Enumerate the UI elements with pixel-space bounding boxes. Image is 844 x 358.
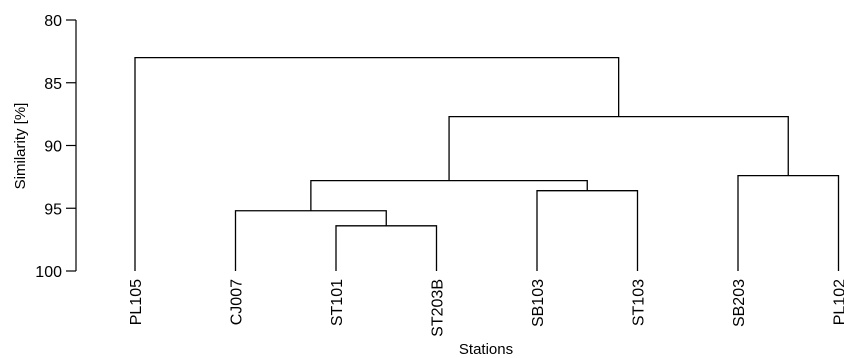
y-ticks: 80 85 90 95 100 [35, 13, 76, 281]
y-tick-label-85: 85 [44, 76, 62, 93]
y-tick-label-90: 90 [44, 139, 62, 156]
leaf-label-st203b: ST203B [430, 279, 447, 337]
dendrogram-tree [134, 57, 840, 271]
leaf-label-sb103: SB103 [530, 279, 547, 327]
y-axis-title: Similarity [%] [12, 103, 29, 190]
leaf-label-st101: ST101 [329, 279, 346, 326]
leaf-label-pl105: PL105 [128, 279, 145, 325]
leaf-label-st103: ST103 [631, 279, 648, 326]
y-tick-label-100: 100 [35, 264, 62, 281]
leaf-label-cj007: CJ007 [229, 279, 246, 325]
leaf-label-pl102: PL102 [832, 279, 844, 325]
x-axis-title: Stations [459, 341, 513, 358]
y-tick-label-80: 80 [44, 13, 62, 30]
leaf-labels: PL105 CJ007 ST101 ST203B SB103 ST103 SB203 PL10… [128, 279, 844, 337]
leaf-label-sb203: SB203 [731, 279, 748, 327]
merge-link-m7 [134, 57, 620, 271]
merge-link-m4 [310, 179, 588, 211]
merge-link-m5 [737, 174, 840, 271]
merge-link-m2 [234, 210, 387, 271]
merge-link-m6 [448, 115, 789, 181]
merge-link-m3 [536, 190, 639, 271]
y-tick-label-95: 95 [44, 201, 62, 218]
merge-link-m1 [335, 225, 438, 271]
